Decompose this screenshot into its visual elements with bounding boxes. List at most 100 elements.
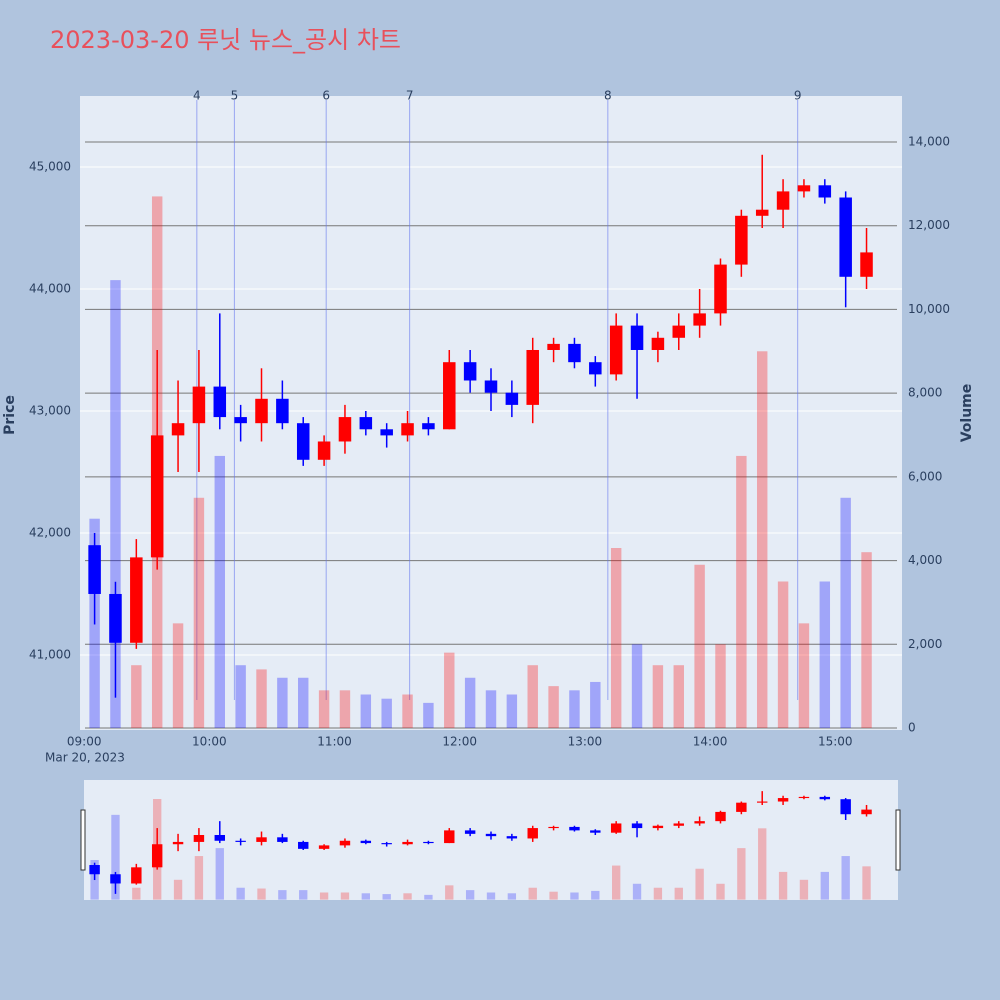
volume-bar: [716, 883, 725, 900]
candle-body: [860, 252, 873, 277]
volume-bar: [402, 694, 413, 728]
volume-bar: [319, 892, 329, 900]
candle-body: [172, 841, 184, 845]
volume-bar: [257, 888, 266, 900]
candle-body: [110, 874, 121, 884]
volume-bar: [737, 848, 746, 900]
volume-bar: [632, 883, 642, 900]
candle-body: [234, 417, 247, 424]
candle-body: [777, 798, 789, 802]
volume-bar: [445, 885, 454, 900]
candle-body: [484, 380, 498, 393]
candle-body: [150, 435, 164, 558]
volume-bar: [464, 677, 476, 728]
y2-tick-label: 14,000: [908, 135, 950, 149]
volume-bar: [674, 887, 683, 900]
y-tick-label: 42,000: [29, 525, 71, 539]
candle-body: [171, 423, 185, 436]
volume-bar: [527, 665, 538, 728]
x-tick-label: 10:00: [192, 735, 227, 749]
volume-bar: [423, 702, 434, 728]
y2-axis-title: Volume: [959, 384, 975, 443]
candle-body: [693, 313, 706, 326]
candle-body: [609, 325, 623, 375]
candle-body: [776, 191, 790, 210]
volume-bar: [194, 856, 204, 900]
volume-bar: [694, 564, 705, 728]
volume-bar: [819, 581, 831, 728]
candle-body: [151, 844, 163, 868]
x-tick-label: 12:00: [442, 735, 477, 749]
volume-bar: [360, 694, 372, 728]
candle-body: [630, 325, 644, 350]
slider-handle[interactable]: [80, 809, 86, 871]
volume-bar: [652, 665, 664, 728]
candle-body: [694, 821, 705, 824]
volume-bar: [778, 871, 788, 900]
candle-body: [672, 325, 686, 338]
volume-bar: [569, 690, 580, 728]
candle-body: [422, 423, 435, 430]
candle-body: [298, 841, 309, 849]
range-slider[interactable]: [84, 780, 898, 900]
x-date-label: Mar 20, 2023: [45, 751, 125, 765]
volume-bar: [631, 644, 643, 728]
x-tick-label: 14:00: [693, 735, 728, 749]
news-label: 4: [193, 89, 201, 103]
volume-bar: [298, 677, 309, 728]
volume-bar: [590, 681, 601, 728]
candle-body: [338, 417, 352, 442]
x-tick-label: 09:00: [67, 735, 102, 749]
y2-tick-label: 8,000: [908, 386, 942, 400]
x-tick-label: 15:00: [818, 735, 853, 749]
volume-bar: [695, 868, 704, 900]
candle-body: [485, 833, 497, 837]
volume-bar: [131, 665, 142, 728]
candle-body: [464, 830, 476, 834]
volume-bar: [361, 893, 370, 900]
y2-tick-label: 4,000: [908, 553, 942, 567]
y-tick-label: 43,000: [29, 403, 71, 417]
volume-bar: [193, 497, 205, 728]
volume-bar: [382, 894, 391, 900]
volume-bar: [277, 677, 288, 728]
candle-body: [192, 386, 206, 424]
volume-bar: [861, 552, 872, 728]
volume-bar: [777, 581, 789, 728]
volume-bar: [715, 644, 726, 728]
candle-body: [861, 809, 872, 815]
candle-body: [631, 823, 643, 829]
candle-body: [360, 840, 372, 844]
volume-bar: [506, 694, 518, 728]
news-label: 5: [231, 89, 239, 103]
candle-body: [798, 796, 810, 799]
news-label: 9: [794, 89, 802, 103]
candle-body: [130, 557, 143, 643]
volume-bar: [381, 698, 392, 728]
volume-bar: [757, 351, 768, 728]
candle-body: [840, 799, 851, 815]
candle-body: [714, 264, 727, 314]
volume-bar: [339, 690, 351, 728]
candle-body: [673, 823, 684, 826]
volume-bar: [235, 665, 246, 728]
candle-body: [296, 423, 310, 460]
volume-bar: [612, 865, 621, 900]
candle-body: [589, 362, 602, 375]
volume-bar: [340, 892, 350, 900]
news-label: 6: [322, 89, 330, 103]
y2-tick-label: 2,000: [908, 637, 942, 651]
candle-body: [547, 343, 560, 350]
candle-body: [402, 841, 413, 845]
candle-body: [276, 398, 289, 424]
y2-tick-label: 6,000: [908, 469, 942, 483]
x-tick-label: 13:00: [568, 735, 603, 749]
volume-bar: [549, 891, 558, 900]
candle-body: [235, 840, 246, 842]
candle-body: [109, 593, 122, 643]
y-tick-label: 44,000: [29, 281, 71, 295]
volume-bar: [110, 280, 121, 728]
slider-handle[interactable]: [895, 809, 901, 871]
candle-body: [401, 423, 414, 436]
